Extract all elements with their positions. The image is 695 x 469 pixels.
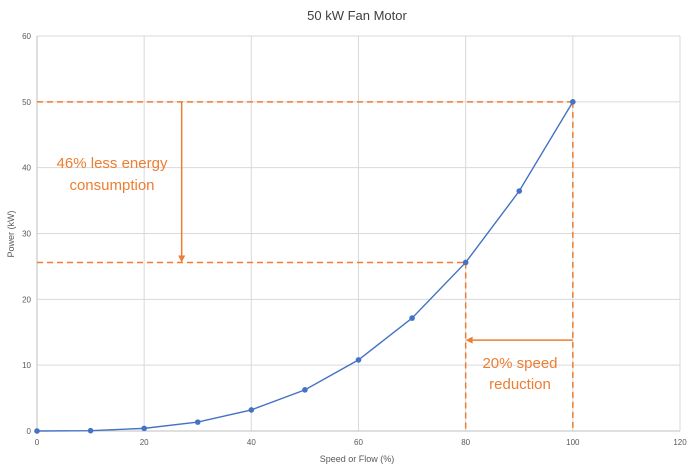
data-point — [302, 387, 308, 393]
y-tick-label: 0 — [27, 427, 32, 436]
gridlines — [37, 35, 681, 431]
x-tick-label: 60 — [354, 438, 363, 447]
chart-title: 50 kW Fan Motor — [307, 8, 407, 23]
y-axis-title: Power (kW) — [6, 210, 16, 257]
data-point — [409, 315, 415, 321]
data-point — [462, 259, 469, 266]
x-tick-label: 120 — [673, 438, 687, 447]
speed-annotation-line-1: 20% speed — [482, 355, 557, 372]
energy-annotation-line-1: 46% less energy — [57, 155, 168, 172]
y-tick-label: 30 — [22, 230, 31, 239]
x-tick-label: 0 — [35, 438, 40, 447]
speed-annotation-line-2: reduction — [489, 376, 551, 393]
y-tick-label: 50 — [22, 98, 31, 107]
series — [34, 99, 576, 434]
speed-annotation: 20% speed reduction — [482, 355, 557, 393]
data-point — [355, 357, 362, 363]
reference-lines — [37, 101, 574, 431]
x-tick-label: 20 — [140, 438, 149, 447]
data-point — [516, 188, 523, 194]
y-tick-label: 10 — [22, 361, 31, 370]
data-point — [194, 419, 201, 425]
arrow-head — [465, 336, 473, 344]
data-point — [87, 427, 94, 434]
y-tick-label: 60 — [22, 32, 31, 41]
data-point — [570, 99, 576, 105]
x-tick-label: 100 — [566, 438, 580, 447]
x-tick-label: 40 — [247, 438, 256, 447]
energy-annotation-line-2: consumption — [69, 177, 154, 194]
data-point — [248, 407, 255, 413]
x-tick-label: 80 — [461, 438, 470, 447]
tick-labels: 0 20 40 60 80 100 120 0 10 20 30 40 50 60 — [22, 32, 687, 447]
x-axis-title: Speed or Flow (%) — [320, 454, 395, 464]
y-tick-label: 40 — [22, 164, 31, 173]
energy-annotation: 46% less energy consumption — [57, 155, 168, 194]
y-tick-label: 20 — [22, 295, 31, 304]
data-point — [141, 425, 147, 432]
arrow-head — [178, 255, 186, 263]
data-point — [34, 428, 40, 434]
